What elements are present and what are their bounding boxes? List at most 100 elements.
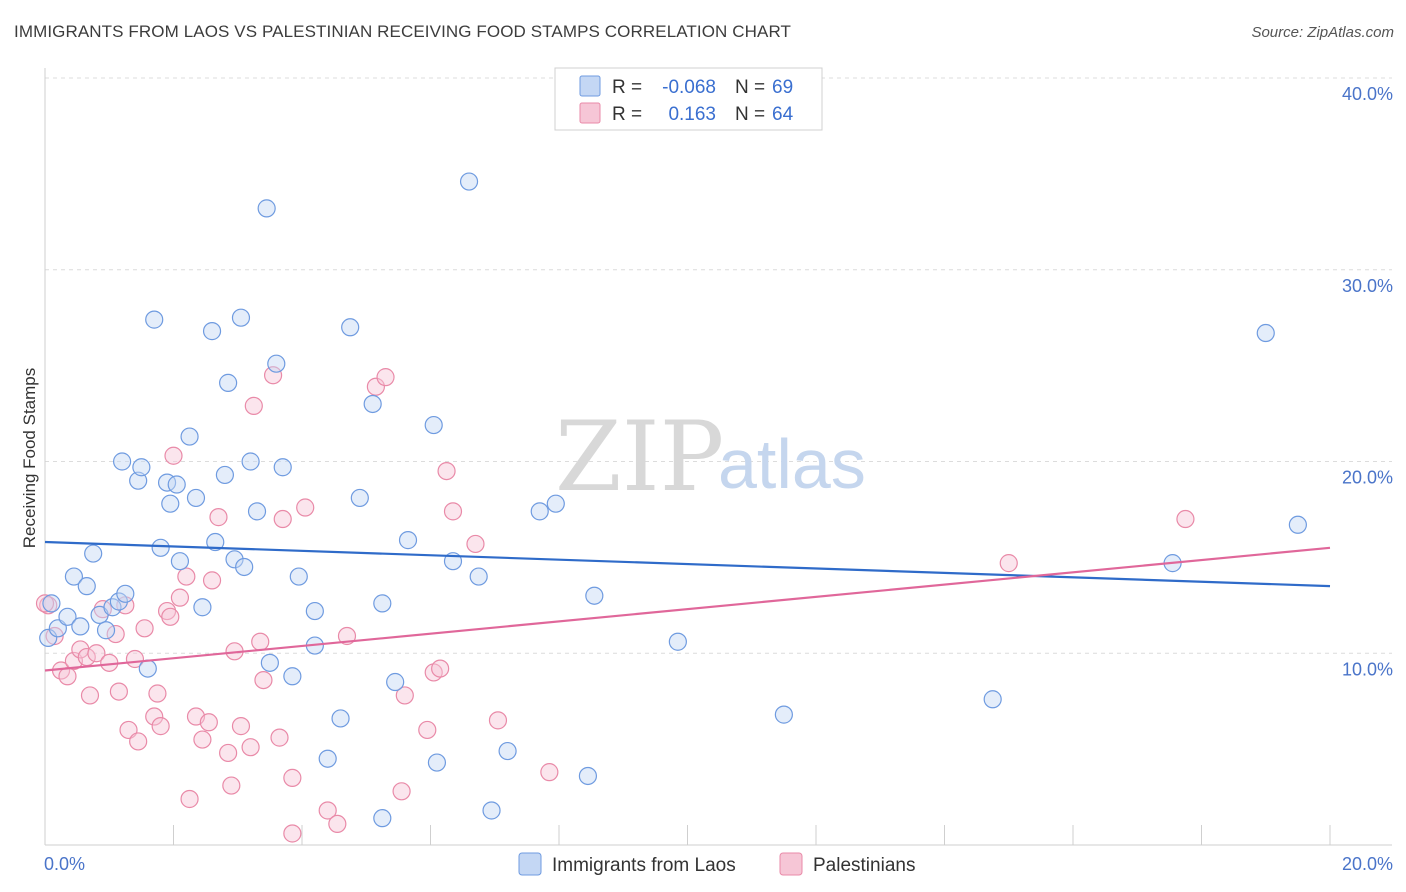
- laos-point: [373, 594, 392, 613]
- palestinians-point: [39, 596, 58, 615]
- palestinians-point: [222, 776, 241, 795]
- laos-point: [774, 705, 793, 724]
- palestinians-point: [395, 686, 414, 705]
- laos-point: [241, 452, 260, 471]
- laos-point: [318, 749, 337, 768]
- laos-point: [546, 494, 565, 513]
- y-tick-label: 30.0%: [1342, 276, 1393, 296]
- palestinians-point: [488, 711, 508, 730]
- axes: [44, 68, 1392, 846]
- palestinians-point: [151, 717, 170, 736]
- palestinians-point: [219, 743, 238, 763]
- palestinians-point: [254, 670, 273, 690]
- laos-point: [129, 471, 148, 490]
- palestinians-point: [270, 728, 289, 747]
- palestinians-point: [164, 446, 183, 465]
- legend-swatch-laos: [579, 75, 601, 97]
- laos-point: [132, 458, 151, 477]
- palestinians-point: [106, 624, 125, 644]
- laos-point: [1288, 515, 1307, 534]
- laos-point: [585, 586, 604, 605]
- laos-point: [180, 427, 199, 446]
- palestinians-point: [244, 396, 263, 415]
- laos-point: [161, 494, 180, 513]
- laos-point: [668, 632, 687, 651]
- laos-point: [363, 394, 382, 414]
- legend-swatch-pal: [579, 102, 601, 124]
- legend-label-laos: Immigrants from Laos: [552, 855, 736, 876]
- palestinians-point: [148, 684, 167, 703]
- palestinians-trend-line: [44, 546, 1331, 672]
- palestinians-point: [318, 801, 337, 820]
- laos-point: [398, 531, 418, 550]
- laos-point: [77, 577, 96, 596]
- legend-n-label-laos: N =: [735, 77, 765, 98]
- palestinians-point: [999, 554, 1018, 573]
- x-tick-label: 20.0%: [1342, 854, 1393, 874]
- series-legend: Immigrants from Laos Palestinians: [518, 852, 915, 876]
- legend-r-value-pal: 0.163: [668, 104, 716, 125]
- legend-n-label-pal: N =: [735, 104, 765, 125]
- laos-point: [427, 753, 447, 772]
- laos-point: [530, 502, 549, 521]
- laos-point: [206, 532, 225, 552]
- laos-point: [170, 552, 190, 571]
- laos-point: [260, 653, 279, 672]
- laos-point: [469, 567, 488, 586]
- palestinians-point: [199, 713, 218, 732]
- legend-r-label-pal: R =: [612, 104, 642, 125]
- laos-point: [1256, 323, 1275, 343]
- palestinians-point: [109, 682, 128, 701]
- legend-n-value-laos: 69: [772, 77, 793, 98]
- laos-point: [247, 502, 267, 521]
- legend-swatch-pal-bottom: [779, 852, 803, 876]
- palestinians-point: [296, 498, 315, 517]
- palestinians-point: [1176, 509, 1195, 529]
- palestinians-point: [366, 377, 385, 396]
- laos-point: [283, 667, 302, 686]
- laos-point: [71, 617, 90, 636]
- laos-point: [305, 601, 324, 621]
- laos-point: [373, 809, 392, 828]
- laos-point: [58, 607, 77, 626]
- palestinians-point: [241, 738, 260, 757]
- palestinians-point: [231, 717, 251, 736]
- palestinians-point: [540, 763, 559, 782]
- palestinians-point: [58, 667, 77, 686]
- palestinians-point: [177, 567, 196, 586]
- palestinians-point: [328, 814, 347, 834]
- y-tick-label: 40.0%: [1342, 84, 1393, 104]
- laos-point: [215, 465, 234, 485]
- laos-point: [498, 741, 517, 761]
- palestinians-point: [431, 659, 450, 678]
- laos-point: [235, 557, 254, 577]
- laos-point: [112, 452, 132, 471]
- laos-point: [145, 310, 164, 329]
- palestinians-point: [283, 824, 302, 843]
- laos-point: [482, 801, 501, 820]
- palestinians-point: [193, 730, 212, 749]
- laos-point: [151, 538, 170, 557]
- laos-point: [257, 199, 276, 218]
- laos-point: [193, 598, 212, 617]
- palestinians-point: [35, 594, 55, 613]
- y-tick-label: 10.0%: [1342, 659, 1393, 679]
- palestinians-point: [392, 782, 411, 801]
- palestinians-point: [202, 571, 222, 590]
- palestinians-point: [437, 461, 456, 481]
- palestinians-point: [443, 502, 463, 521]
- palestinians-points: [35, 366, 1195, 843]
- laos-point: [273, 458, 292, 477]
- laos-point: [64, 567, 84, 586]
- legend-label-pal: Palestinians: [813, 855, 915, 876]
- palestinians-point: [376, 368, 395, 387]
- laos-point: [350, 488, 369, 508]
- chart-title: IMMIGRANTS FROM LAOS VS PALESTINIAN RECE…: [14, 22, 792, 41]
- laos-point: [386, 672, 405, 692]
- grid-lines: [45, 77, 1392, 654]
- palestinians-point: [283, 768, 302, 787]
- palestinians-point: [418, 720, 437, 740]
- palestinians-point: [161, 607, 180, 626]
- laos-trend-line: [44, 540, 1331, 588]
